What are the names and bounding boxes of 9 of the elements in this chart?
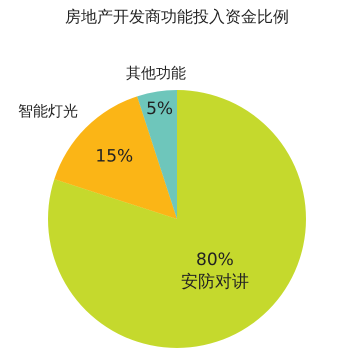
data-label: 80% (196, 250, 234, 270)
data-label: 15% (95, 146, 134, 166)
slice-label: 安防对讲 (180, 272, 249, 292)
pie-slice (137, 90, 177, 219)
slice-label: 智能灯光 (18, 102, 78, 120)
data-label: 5% (146, 98, 174, 119)
pie-slice (48, 90, 306, 348)
slice-label: 其他功能 (126, 64, 186, 82)
chart-title: 房地产开发商功能投入资金比例 (65, 6, 289, 26)
